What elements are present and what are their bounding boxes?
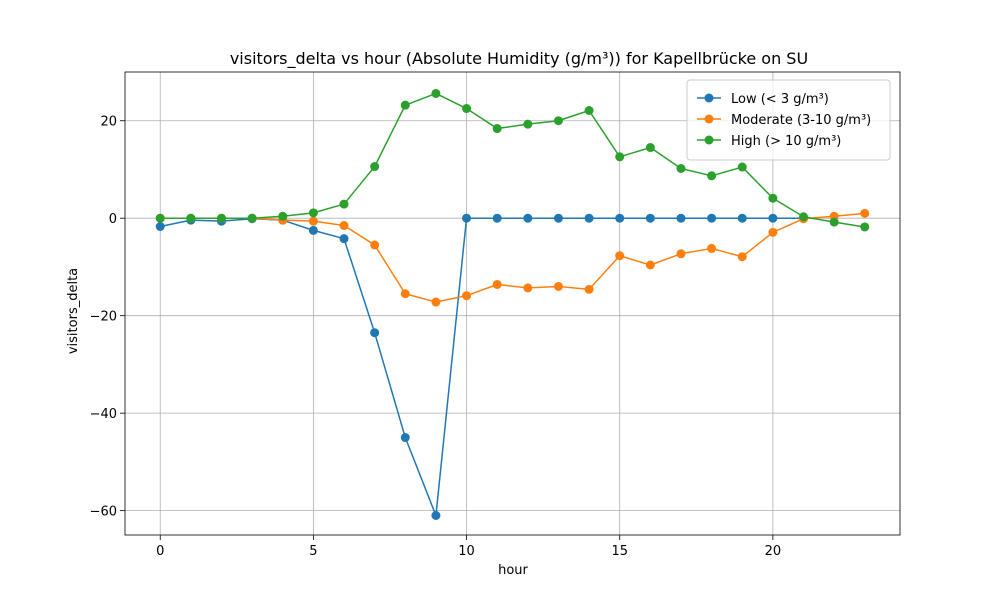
legend: Low (< 3 g/m³) Moderate (3-10 g/m³) High (… (686, 79, 891, 161)
chart-title: visitors_delta vs hour (Absolute Humidit… (230, 49, 808, 69)
data-point-series-0 (523, 213, 533, 223)
data-point-series-2 (768, 193, 778, 203)
series-line-2 (160, 92, 865, 228)
data-point-series-1 (523, 283, 533, 293)
y-tick-label: 0 (109, 212, 117, 227)
data-point-series-2 (615, 152, 625, 162)
legend-marker (704, 114, 714, 124)
data-point-series-2 (339, 199, 349, 209)
data-point-series-0 (492, 213, 502, 223)
x-tick-label: 15 (611, 544, 628, 559)
series-layer (155, 88, 870, 521)
data-point-series-1 (584, 284, 594, 294)
data-point-series-0 (553, 213, 563, 223)
data-point-series-2 (462, 104, 472, 114)
data-point-series-0 (615, 213, 625, 223)
data-point-series-1 (462, 291, 472, 301)
data-point-series-0 (645, 213, 655, 223)
data-point-series-2 (431, 88, 441, 98)
data-point-series-1 (431, 297, 441, 307)
data-point-series-1 (370, 240, 380, 250)
data-point-series-0 (768, 213, 778, 223)
legend-entry: High (> 10 g/m³) (731, 134, 841, 149)
data-point-series-2 (155, 213, 165, 223)
data-point-series-1 (308, 216, 318, 226)
data-point-series-1 (768, 227, 778, 237)
y-tick-label: −40 (90, 407, 117, 422)
x-tick-label: 0 (156, 544, 164, 559)
data-point-series-2 (553, 116, 563, 126)
data-point-series-2 (400, 100, 410, 110)
data-point-series-1 (676, 249, 686, 259)
data-point-series-1 (737, 252, 747, 262)
data-point-series-2 (860, 222, 870, 232)
legend-marker (704, 135, 714, 145)
x-tick-label: 20 (765, 544, 782, 559)
data-point-series-0 (370, 328, 380, 338)
data-point-series-2 (707, 171, 717, 181)
data-point-series-1 (860, 208, 870, 218)
y-tick-label: −60 (90, 505, 117, 520)
y-axis-label: visitors_delta (66, 268, 81, 354)
data-point-series-2 (278, 211, 288, 221)
data-point-series-2 (584, 106, 594, 116)
legend-entry: Moderate (3-10 g/m³) (731, 113, 871, 128)
plot-frame (124, 71, 901, 536)
data-point-series-2 (186, 213, 196, 223)
data-point-series-2 (370, 162, 380, 172)
data-point-series-0 (676, 213, 686, 223)
x-tick-label: 5 (309, 544, 317, 559)
y-tick-label: 20 (100, 115, 117, 130)
data-point-series-0 (155, 221, 165, 231)
data-point-series-1 (615, 251, 625, 261)
data-point-series-1 (339, 221, 349, 231)
data-point-series-2 (799, 212, 809, 222)
data-point-series-1 (553, 281, 563, 291)
x-tick-label: 10 (458, 544, 475, 559)
data-point-series-2 (308, 208, 318, 218)
y-tick-label: −20 (90, 310, 117, 325)
data-point-series-2 (645, 143, 655, 153)
legend-entry: Low (< 3 g/m³) (731, 92, 829, 107)
data-point-series-0 (308, 225, 318, 235)
data-point-series-1 (492, 279, 502, 289)
legend-marker (704, 93, 714, 103)
data-point-series-2 (676, 163, 686, 173)
series-line-1 (160, 212, 865, 303)
data-point-series-0 (584, 213, 594, 223)
data-point-series-0 (400, 433, 410, 443)
data-point-series-1 (645, 260, 655, 270)
data-point-series-2 (492, 124, 502, 134)
data-point-series-1 (707, 243, 717, 253)
data-point-series-0 (339, 234, 349, 244)
axes-layer: 0 5 10 15 20 −60 −40 −20 0 20 (90, 71, 901, 559)
data-point-series-2 (216, 213, 226, 223)
data-point-series-2 (737, 162, 747, 172)
x-axis-label: hour (498, 563, 528, 578)
data-point-series-2 (829, 217, 839, 227)
legend-box (686, 79, 891, 161)
data-point-series-2 (523, 119, 533, 129)
data-point-series-0 (431, 511, 441, 521)
data-point-series-0 (707, 213, 717, 223)
data-point-series-2 (247, 213, 257, 223)
data-point-series-0 (462, 213, 472, 223)
data-point-series-1 (400, 289, 410, 299)
data-point-series-0 (737, 213, 747, 223)
